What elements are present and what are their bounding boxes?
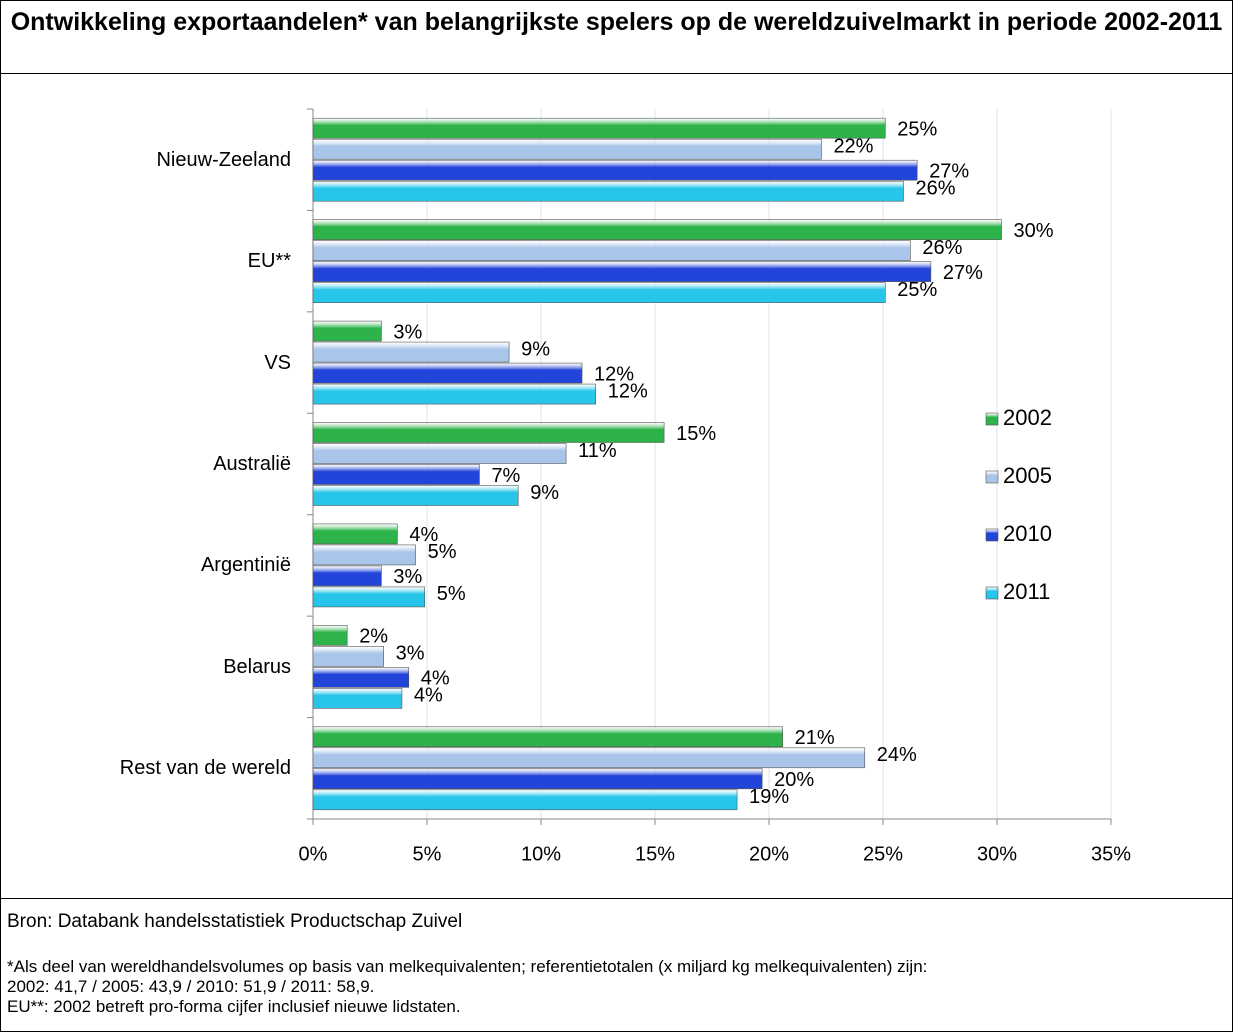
- data-label: 25%: [897, 279, 937, 301]
- bar: [312, 485, 519, 506]
- bar: [312, 768, 763, 790]
- legend-swatch: [985, 528, 999, 542]
- x-tick-label: 30%: [977, 843, 1017, 865]
- y-tick-label: VS: [264, 351, 291, 374]
- bar: [312, 362, 583, 384]
- x-tick-label: 5%: [413, 843, 442, 865]
- data-label: 7%: [491, 465, 520, 487]
- bar: [312, 240, 911, 261]
- data-label: 26%: [916, 177, 956, 199]
- x-tick-label: 15%: [635, 843, 675, 865]
- data-label: 26%: [922, 237, 962, 259]
- data-label: 4%: [421, 668, 450, 690]
- note: 2002: 41,7 / 2005: 43,9 / 2010: 51,9 / 2…: [7, 977, 375, 996]
- bar: [312, 586, 426, 608]
- data-label: 12%: [594, 363, 634, 385]
- y-tick-label: Nieuw-Zeeland: [156, 148, 291, 171]
- y-tick-label: EU**: [247, 250, 291, 273]
- bar: [312, 341, 510, 363]
- bar: [312, 688, 403, 709]
- data-label: 3%: [393, 566, 422, 588]
- notes: *Als deel van wereldhandelsvolumes op ba…: [7, 957, 1232, 1017]
- note: EU**: 2002 betreft pro-forma cijfer incl…: [7, 997, 461, 1016]
- y-tick-label: Argentinië: [200, 554, 291, 577]
- data-label: 15%: [676, 423, 716, 445]
- data-label: 27%: [929, 160, 969, 182]
- bar: [312, 667, 410, 688]
- bar: [312, 544, 416, 566]
- data-label: 5%: [437, 583, 466, 605]
- data-label: 5%: [428, 541, 457, 563]
- plot-area: [313, 109, 1111, 819]
- footer: Bron: Databank handelsstatistiek Product…: [1, 898, 1232, 1031]
- legend-label: 2005: [1003, 463, 1052, 488]
- data-label: 4%: [414, 685, 443, 707]
- data-label: 30%: [1014, 220, 1054, 242]
- bar: [312, 383, 597, 405]
- bar: [312, 747, 866, 769]
- data-label: 27%: [943, 262, 983, 284]
- bar: [312, 726, 783, 748]
- bar: [312, 282, 886, 303]
- data-label: 2%: [359, 626, 388, 648]
- y-tick-label: Rest van de wereld: [119, 757, 291, 780]
- x-tick-label: 35%: [1091, 843, 1131, 865]
- data-label: 21%: [795, 727, 835, 749]
- y-tick-label: Australië: [213, 453, 291, 475]
- data-label: 24%: [877, 744, 917, 766]
- bar: [312, 646, 384, 667]
- bar: [312, 565, 382, 587]
- data-label: 19%: [749, 786, 789, 808]
- legend-swatch: [985, 470, 999, 484]
- legend-swatch: [985, 412, 999, 426]
- data-label: 11%: [578, 440, 617, 462]
- chart: 0% 5% 10% 15% 20% 25% 30% 35%25%22%27%26%30%26%…: [299, 108, 1131, 865]
- note: *Als deel van wereldhandelsvolumes op ba…: [7, 957, 928, 976]
- data-label: 9%: [521, 338, 550, 360]
- data-label: 4%: [409, 524, 438, 546]
- bar: [312, 625, 348, 646]
- bar: [312, 180, 904, 202]
- bar: [312, 159, 918, 181]
- bar: [312, 117, 886, 139]
- data-label: 12%: [608, 380, 648, 402]
- legend-label: 2010: [1003, 521, 1052, 546]
- data-label: 9%: [530, 482, 559, 504]
- bar: [312, 219, 1002, 240]
- bar: [312, 523, 398, 545]
- legend-swatch: [985, 586, 999, 600]
- chart-title: Ontwikkeling exportaandelen* van belangr…: [1, 1, 1232, 74]
- y-tick-label: Belarus: [223, 655, 291, 678]
- data-label: 20%: [774, 769, 814, 791]
- bar: [312, 138, 822, 160]
- data-label: 22%: [833, 135, 873, 157]
- bar: [312, 422, 665, 443]
- bar: [312, 789, 738, 811]
- data-label: 3%: [396, 643, 425, 665]
- data-label: 3%: [393, 321, 422, 343]
- bar: [312, 464, 480, 485]
- x-tick-label: 10%: [521, 843, 561, 865]
- legend-label: 2002: [1003, 405, 1052, 430]
- x-tick-label: 20%: [749, 843, 789, 865]
- bar: [312, 320, 382, 342]
- legend-label: 2011: [1003, 579, 1050, 604]
- data-label: 25%: [897, 118, 937, 140]
- x-tick-label: 25%: [863, 843, 903, 865]
- x-tick-label: 0%: [299, 843, 328, 865]
- source: Bron: Databank handelsstatistiek Product…: [7, 911, 463, 932]
- bar: [312, 261, 932, 282]
- bar: [312, 443, 567, 464]
